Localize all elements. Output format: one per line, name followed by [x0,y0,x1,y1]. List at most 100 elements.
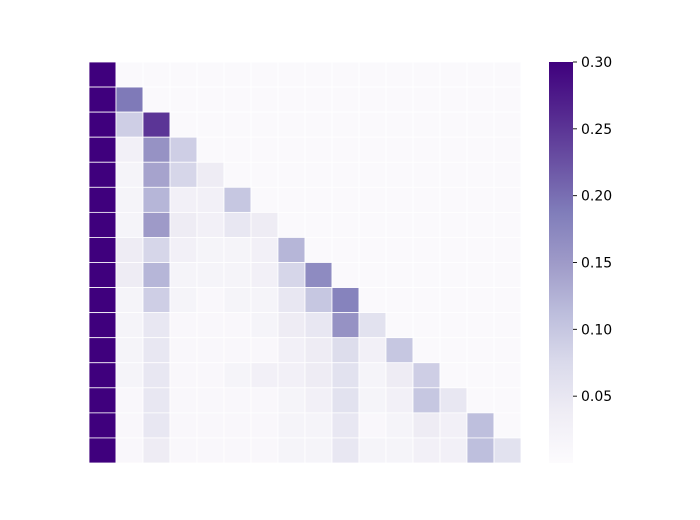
masked-cell-r8-c15 [493,262,522,288]
masked-cell-r11-c12 [412,337,441,364]
masked-cell-r2-c14 [466,111,495,138]
masked-cell-r9-c14 [466,287,495,314]
masked-cell-r6-c14 [466,211,495,238]
heatmap-cell-r11-c10 [358,337,387,364]
heatmap-cell-r13-c3 [169,387,198,414]
masked-cell-r2-c7 [277,111,306,138]
heatmap-cell-r0-c0 [88,61,117,88]
heatmap-cell-r8-c7 [277,262,306,288]
masked-cell-r1-c7 [277,86,306,113]
masked-cell-r14-c15 [493,412,522,439]
heatmap-cell-r12-c3 [169,362,198,389]
heatmap-cell-r3-c0 [88,136,117,163]
heatmap-cell-r8-c3 [169,262,198,288]
heatmap-cell-r11-c2 [142,337,171,364]
heatmap-cell-r12-c2 [142,362,171,389]
masked-cell-r0-c3 [169,61,198,88]
heatmap-cell-r14-c0 [88,412,117,439]
heatmap-cell-r10-c7 [277,312,306,339]
masked-cell-r4-c12 [412,161,441,188]
heatmap-cell-r8-c5 [223,262,252,288]
heatmap-cell-r15-c11 [385,437,414,464]
heatmap-cell-r7-c2 [142,237,171,263]
masked-cell-r3-c12 [412,136,441,163]
heatmap-cell-r10-c3 [169,312,198,339]
heatmap-cell-r4-c2 [142,161,171,188]
heatmap-cell-r8-c1 [115,262,144,288]
heatmap-cell-r3-c2 [142,136,171,163]
heatmap-cell-r6-c0 [88,211,117,238]
heatmap-cell-r7-c6 [250,237,279,263]
masked-cell-r0-c10 [358,61,387,88]
masked-cell-r12-c14 [466,362,495,389]
masked-cell-r1-c15 [493,86,522,113]
masked-cell-r7-c14 [466,237,495,263]
masked-cell-r0-c8 [304,61,333,88]
masked-cell-r5-c9 [331,186,360,213]
masked-cell-r7-c13 [439,237,468,263]
heatmap-cell-r4-c3 [169,161,198,188]
masked-cell-r2-c13 [439,111,468,138]
masked-cell-r10-c12 [412,312,441,339]
masked-cell-r6-c11 [385,211,414,238]
heatmap-cell-r13-c7 [277,387,306,414]
masked-cell-r6-c10 [358,211,387,238]
masked-cell-r8-c10 [358,262,387,288]
masked-cell-r2-c6 [250,111,279,138]
colorbar-tick-label: 0.05 [581,389,612,405]
heatmap-cell-r8-c4 [196,262,225,288]
masked-cell-r11-c15 [493,337,522,364]
masked-cell-r13-c14 [466,387,495,414]
masked-cell-r3-c8 [304,136,333,163]
masked-cell-r3-c14 [466,136,495,163]
heatmap-cell-r12-c5 [223,362,252,389]
masked-cell-r12-c13 [439,362,468,389]
masked-cell-r7-c11 [385,237,414,263]
heatmap-cell-r7-c7 [277,237,306,263]
masked-cell-r1-c6 [250,86,279,113]
heatmap-cell-r11-c9 [331,337,360,364]
heatmap-cell-r2-c1 [115,111,144,138]
masked-cell-r4-c15 [493,161,522,188]
heatmap-cell-r3-c1 [115,136,144,163]
masked-cell-r0-c12 [412,61,441,88]
heatmap-cell-r13-c1 [115,387,144,414]
masked-cell-r1-c10 [358,86,387,113]
heatmap-cell-r12-c0 [88,362,117,389]
masked-cell-r3-c11 [385,136,414,163]
heatmap-cell-r14-c10 [358,412,387,439]
heatmap-cell-r2-c2 [142,111,171,138]
colorbar-tick-label: 0.30 [581,55,612,71]
masked-cell-r4-c7 [277,161,306,188]
heatmap-cell-r3-c3 [169,136,198,163]
heatmap-cell-r13-c10 [358,387,387,414]
heatmap-cell-r6-c5 [223,211,252,238]
masked-cell-r9-c12 [412,287,441,314]
masked-cell-r7-c10 [358,237,387,263]
heatmap-cell-r11-c6 [250,337,279,364]
masked-cell-r3-c5 [223,136,252,163]
heatmap-cell-r8-c8 [304,262,333,288]
heatmap-cell-r4-c0 [88,161,117,188]
heatmap-cell-r15-c6 [250,437,279,464]
colorbar-tick-label: 0.15 [581,256,612,272]
masked-cell-r5-c11 [385,186,414,213]
heatmap-cell-r4-c1 [115,161,144,188]
heatmap-cell-r11-c5 [223,337,252,364]
masked-cell-r3-c6 [250,136,279,163]
masked-cell-r6-c13 [439,211,468,238]
heatmap-cell-r15-c3 [169,437,198,464]
heatmap-cell-r14-c8 [304,412,333,439]
masked-cell-r3-c15 [493,136,522,163]
heatmap-cell-r10-c9 [331,312,360,339]
heatmap-cell-r9-c1 [115,287,144,314]
heatmap-cell-r9-c0 [88,287,117,314]
heatmap-cell-r5-c1 [115,186,144,213]
masked-cell-r2-c10 [358,111,387,138]
masked-cell-r0-c7 [277,61,306,88]
masked-cell-r2-c4 [196,111,225,138]
masked-cell-r0-c14 [466,61,495,88]
masked-cell-r10-c13 [439,312,468,339]
masked-cell-r8-c9 [331,262,360,288]
masked-cell-r1-c11 [385,86,414,113]
